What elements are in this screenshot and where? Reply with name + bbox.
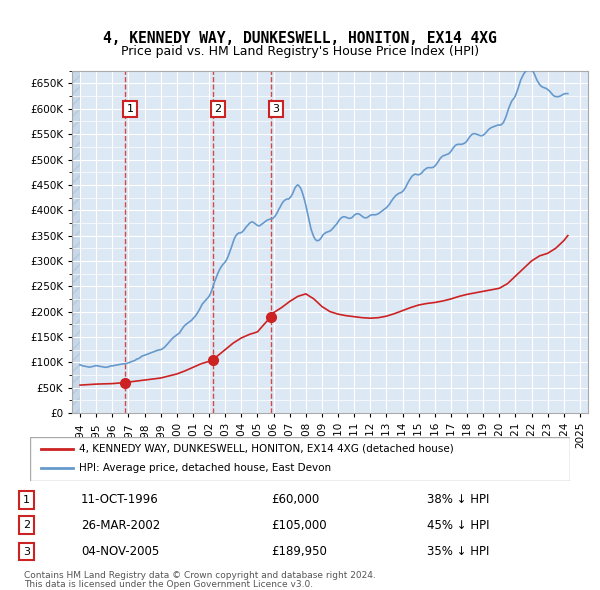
Text: 2: 2 — [214, 104, 221, 114]
FancyBboxPatch shape — [30, 437, 570, 481]
Text: 11-OCT-1996: 11-OCT-1996 — [81, 493, 159, 506]
Text: HPI: Average price, detached house, East Devon: HPI: Average price, detached house, East… — [79, 464, 331, 473]
Text: 38% ↓ HPI: 38% ↓ HPI — [427, 493, 489, 506]
Text: Price paid vs. HM Land Registry's House Price Index (HPI): Price paid vs. HM Land Registry's House … — [121, 45, 479, 58]
Text: 45% ↓ HPI: 45% ↓ HPI — [427, 519, 489, 532]
Text: This data is licensed under the Open Government Licence v3.0.: This data is licensed under the Open Gov… — [24, 579, 313, 589]
Text: £189,950: £189,950 — [271, 545, 327, 558]
Text: 4, KENNEDY WAY, DUNKESWELL, HONITON, EX14 4XG: 4, KENNEDY WAY, DUNKESWELL, HONITON, EX1… — [103, 31, 497, 46]
Text: £105,000: £105,000 — [271, 519, 327, 532]
Text: 4, KENNEDY WAY, DUNKESWELL, HONITON, EX14 4XG (detached house): 4, KENNEDY WAY, DUNKESWELL, HONITON, EX1… — [79, 444, 454, 454]
Text: 35% ↓ HPI: 35% ↓ HPI — [427, 545, 489, 558]
Text: 3: 3 — [23, 546, 30, 556]
Text: 3: 3 — [272, 104, 280, 114]
Text: 26-MAR-2002: 26-MAR-2002 — [81, 519, 160, 532]
Text: 04-NOV-2005: 04-NOV-2005 — [81, 545, 160, 558]
Text: 1: 1 — [127, 104, 134, 114]
Text: 1: 1 — [23, 495, 30, 504]
Text: 2: 2 — [23, 520, 30, 530]
Text: £60,000: £60,000 — [271, 493, 319, 506]
Text: Contains HM Land Registry data © Crown copyright and database right 2024.: Contains HM Land Registry data © Crown c… — [24, 571, 376, 580]
